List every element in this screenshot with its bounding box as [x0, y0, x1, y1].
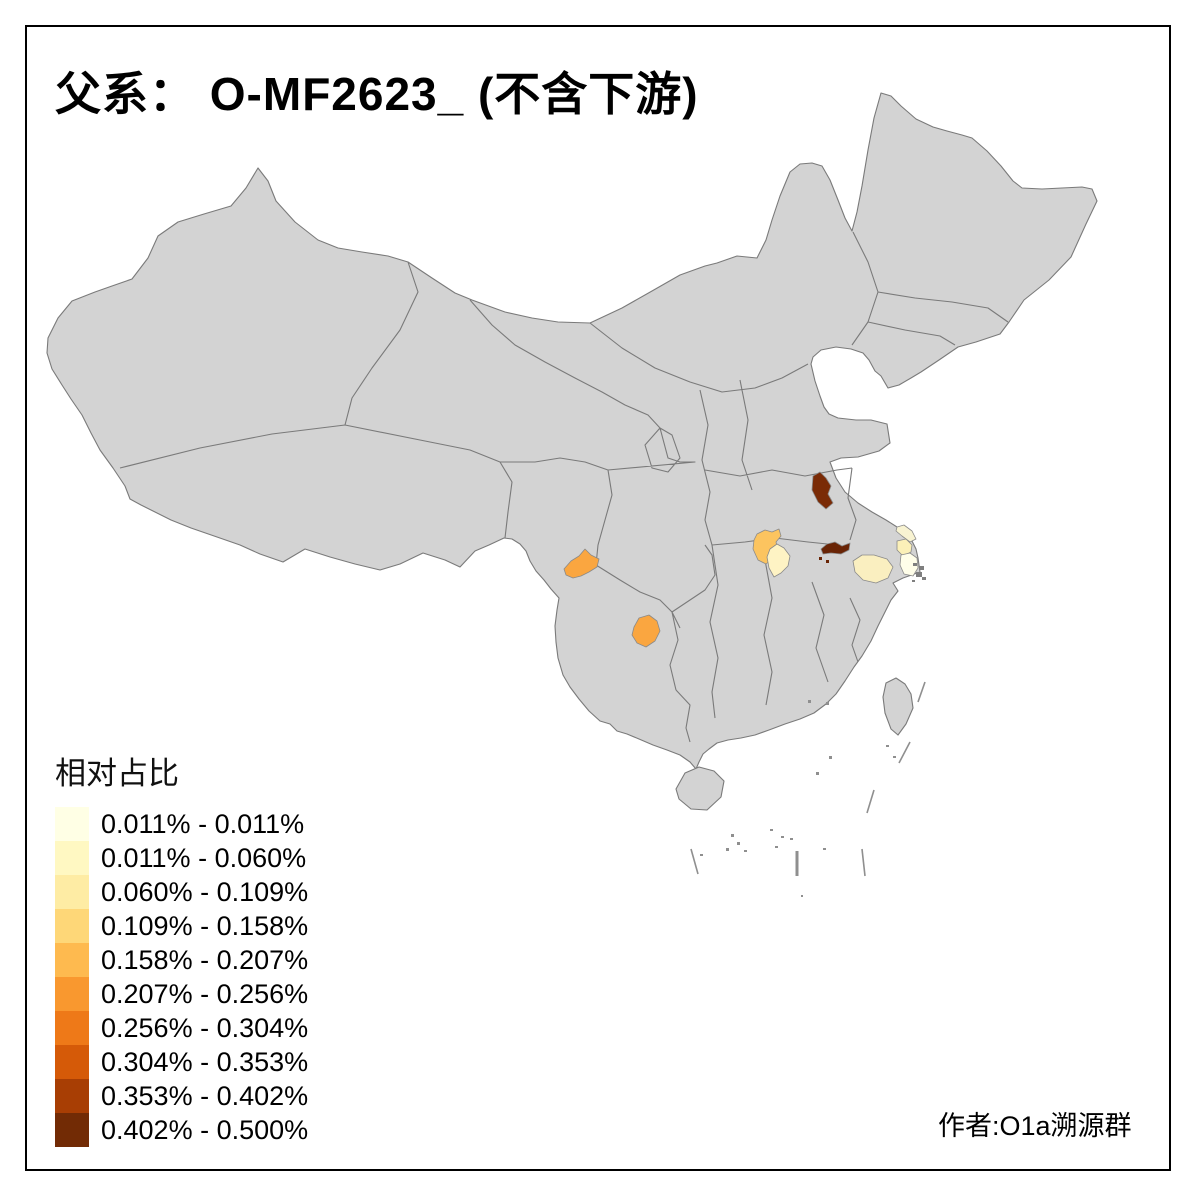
- choropleth-region-dark-north: [811, 471, 834, 510]
- choropleth-region-zhejiang-pale: [852, 554, 894, 584]
- choropleth-region-jiangsu-strip: [895, 524, 917, 543]
- south-china-sea-islands: [700, 700, 896, 897]
- legend-swatch: [55, 1079, 89, 1113]
- legend-label: 0.158% - 0.207%: [101, 944, 309, 975]
- legend-item: 0.060% - 0.109%: [55, 875, 308, 909]
- legend-swatch: [55, 1113, 89, 1147]
- choropleth-region-sichuan-orange: [563, 548, 600, 579]
- legend-item: 0.353% - 0.402%: [55, 1079, 308, 1113]
- legend-swatch: [55, 977, 89, 1011]
- legend-label: 0.207% - 0.256%: [101, 978, 309, 1009]
- legend-swatch: [55, 943, 89, 977]
- taiwan-island: [882, 677, 914, 736]
- legend-item: 0.011% - 0.060%: [55, 841, 308, 875]
- legend-label: 0.256% - 0.304%: [101, 1012, 309, 1043]
- legend-label: 0.402% - 0.500%: [101, 1114, 309, 1145]
- legend-label: 0.353% - 0.402%: [101, 1080, 309, 1111]
- choropleth-region-yungui-orange: [631, 614, 661, 648]
- choropleth-region-dark-dot: [826, 560, 829, 563]
- legend-swatch: [55, 1011, 89, 1045]
- choropleth-region-dark-dot: [819, 557, 822, 560]
- hainan-island: [675, 766, 725, 811]
- legend-title: 相对占比: [55, 756, 179, 791]
- choropleth-region-hubei-pale: [766, 543, 791, 578]
- legend-swatch: [55, 807, 89, 841]
- legend-item: 0.402% - 0.500%: [55, 1113, 308, 1147]
- legend-label: 0.011% - 0.060%: [101, 842, 307, 873]
- coastal-islands: [912, 563, 926, 582]
- legend-label: 0.304% - 0.353%: [101, 1046, 309, 1077]
- legend-label: 0.109% - 0.158%: [101, 910, 309, 941]
- author-credit: 作者:O1a溯源群: [938, 1111, 1132, 1141]
- legend-label: 0.060% - 0.109%: [101, 876, 309, 907]
- china-mainland: [46, 92, 1098, 770]
- legend-swatch: [55, 841, 89, 875]
- legend-item: 0.304% - 0.353%: [55, 1045, 308, 1079]
- legend: 相对占比 0.011% - 0.011% 0.011% - 0.060% 0.0…: [55, 748, 308, 1147]
- province-borders: [119, 231, 1009, 743]
- map-title: 父系： O-MF2623_ (不含下游): [55, 68, 699, 120]
- legend-swatch: [55, 875, 89, 909]
- choropleth-region-taihu-pale: [896, 538, 913, 557]
- legend-item: 0.256% - 0.304%: [55, 1011, 308, 1045]
- legend-label: 0.011% - 0.011%: [101, 808, 305, 839]
- legend-item: 0.109% - 0.158%: [55, 909, 308, 943]
- legend-item: 0.207% - 0.256%: [55, 977, 308, 1011]
- legend-swatch: [55, 909, 89, 943]
- legend-swatch: [55, 1045, 89, 1079]
- legend-item: 0.158% - 0.207%: [55, 943, 308, 977]
- legend-item: 0.011% - 0.011%: [55, 807, 308, 841]
- choropleth-region-dark-yangtze: [820, 541, 851, 555]
- plot-border: [25, 25, 1171, 1171]
- choropleth-region-shanghai-cream: [899, 552, 919, 577]
- nine-dash-line: [690, 681, 926, 877]
